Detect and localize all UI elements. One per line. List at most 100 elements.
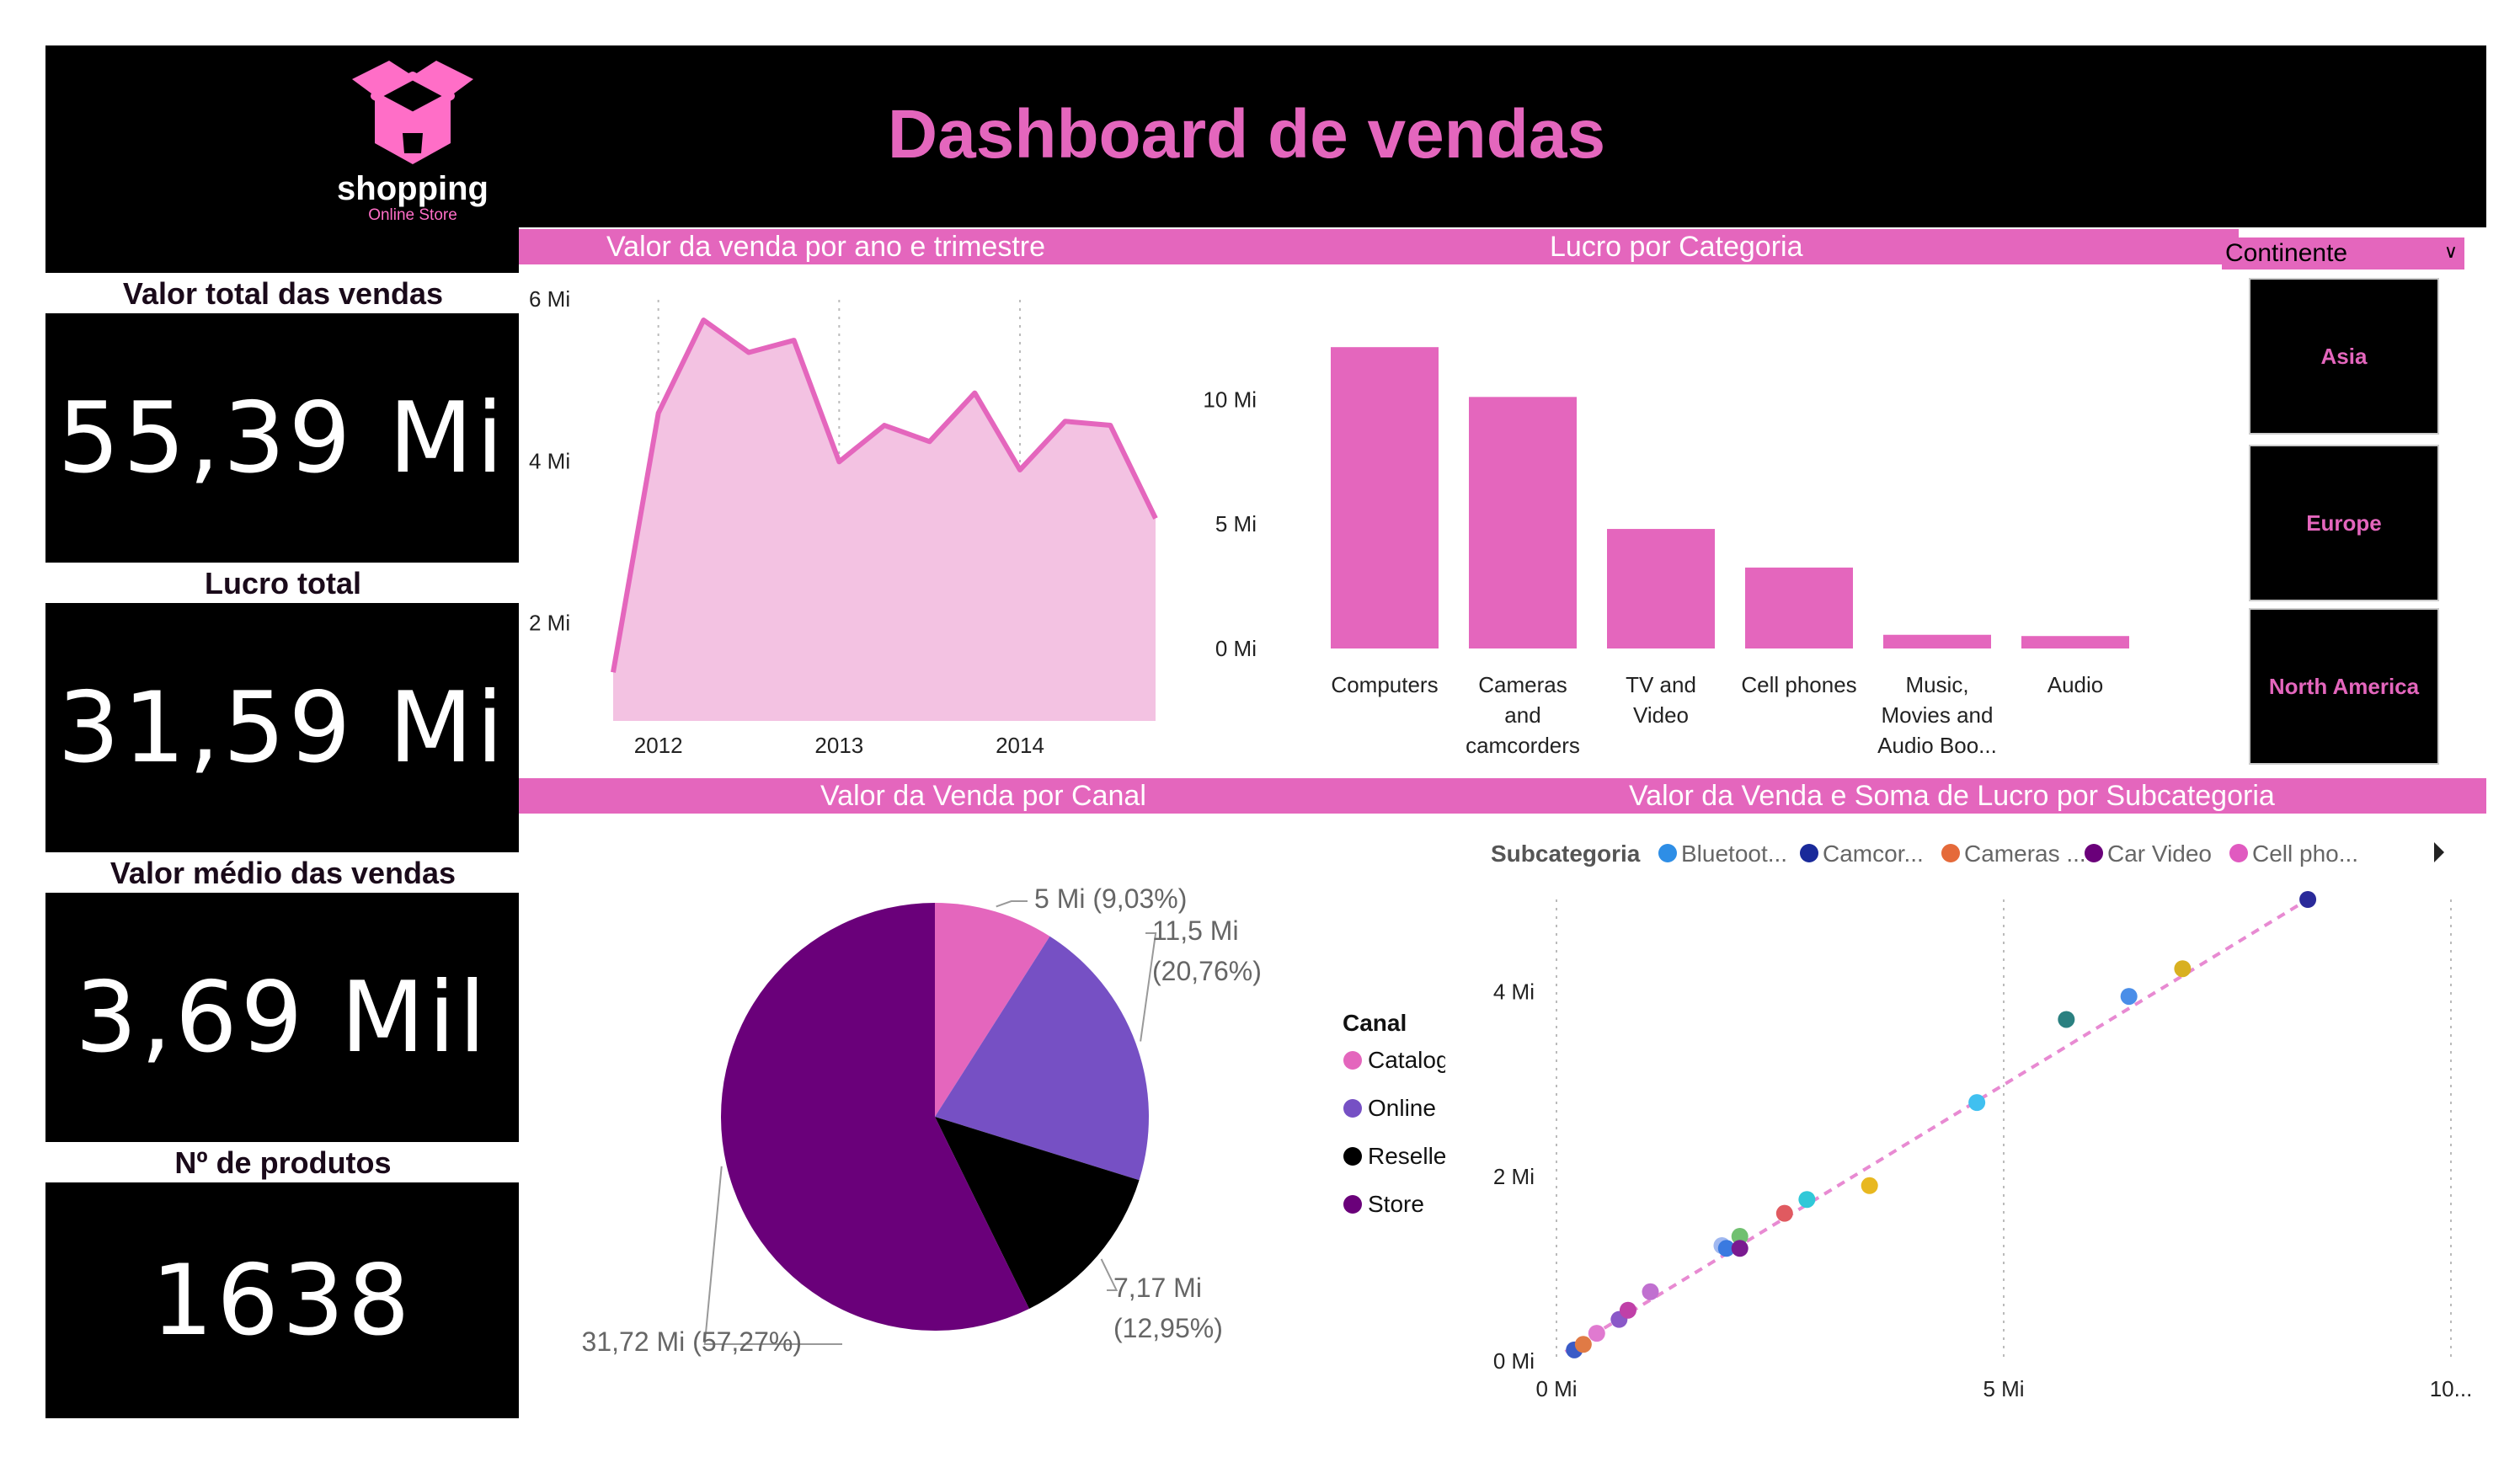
x-tick-label: Cameras [1478, 672, 1567, 697]
legend-label: Catalog [1368, 1047, 1445, 1073]
legend-marker [2229, 844, 2248, 862]
bottom-section-bar: Valor da Venda por Canal Valor da Venda … [519, 778, 2486, 814]
leader-line [1100, 1258, 1119, 1291]
x-tick-label: 2014 [996, 733, 1044, 758]
continent-slicer-label: Continente [2225, 239, 2348, 267]
x-tick-label: camcorders [1466, 733, 1580, 758]
scatter-point [1968, 1094, 1986, 1112]
kpi-total-sales-label: Valor total das vendas [122, 276, 444, 311]
legend-marker [1658, 844, 1677, 862]
scatter-point [2174, 960, 2192, 978]
legend-label: Cell pho... [2252, 841, 2358, 867]
legend-label: Reseller [1368, 1143, 1445, 1169]
data-label: 7,17 Mi [1113, 1273, 1202, 1303]
y-tick-label: 5 Mi [1215, 511, 1257, 536]
kpi-total-sales-value: 55,39 Mi [57, 381, 507, 495]
x-tick-label: 2013 [814, 733, 863, 758]
bar-chart: 0 Mi 5 Mi 10 Mi Computers Cameras and camcorde… [1203, 347, 2129, 758]
x-tick-label: Video [1633, 702, 1689, 728]
kpi-total-sales-card: 55,39 Mi [45, 313, 519, 563]
scatter-point [2058, 1011, 2075, 1028]
x-tick-label: Computers [1331, 672, 1438, 697]
bar [1607, 529, 1715, 648]
legend-label: Store [1368, 1191, 1424, 1217]
scatter-point [1717, 1240, 1735, 1257]
scatter-point [1619, 1301, 1636, 1319]
scatter-point [1731, 1240, 1749, 1257]
bar-chart-title: Lucro por Categoria [1550, 231, 1803, 263]
legend-label: Cameras ... [1964, 841, 2086, 867]
x-tick-label: Movies and [1882, 702, 1994, 728]
kpi-total-profit-card: 31,59 Mi [45, 603, 519, 852]
legend-next-arrow-icon [2434, 842, 2444, 862]
slicer-option-north-america[interactable]: North America [2249, 608, 2439, 765]
leader-line [996, 900, 1028, 908]
y-tick-label: 0 Mi [1493, 1348, 1535, 1374]
leader-line [1140, 932, 1157, 1042]
scatter-point [1861, 1177, 1878, 1194]
scatter-point [1798, 1191, 1816, 1209]
legend-marker [2085, 844, 2103, 862]
continent-slicer-dropdown[interactable]: Continente ∨ [2222, 237, 2464, 270]
y-tick-label: 2 Mi [1493, 1164, 1535, 1189]
y-tick-label: 4 Mi [1493, 979, 1535, 1005]
pie-slice [935, 903, 1050, 1117]
kpi-products-value: 1638 [151, 1243, 414, 1358]
legend-marker [1800, 844, 1818, 862]
pie-slice [935, 1117, 1140, 1309]
legend-marker [1343, 1051, 1362, 1070]
slicer-option-europe[interactable]: Europe [2249, 445, 2439, 601]
series-line [611, 318, 1158, 673]
legend-label: Bluetoot... [1681, 841, 1787, 867]
legend-marker [1343, 1195, 1362, 1214]
legend-title: Subcategoria [1491, 841, 1641, 867]
kpi-total-profit-value: 31,59 Mi [57, 670, 507, 785]
x-tick-label: and [1504, 702, 1540, 728]
kpi-total-profit-label: Lucro total [205, 566, 361, 600]
scatter-point [1574, 1336, 1592, 1353]
page-title: Dashboard de vendas [887, 96, 1606, 173]
chevron-down-icon: ∨ [2443, 241, 2458, 262]
leader-line [703, 1166, 842, 1345]
scatter-point [2120, 988, 2138, 1006]
scatter-point [1775, 1204, 1793, 1222]
area-chart-title: Valor da venda por ano e trimestre [606, 231, 1045, 263]
scatter-chart: Subcategoria Bluetoot... Camcor... Cameras … [1491, 841, 2473, 1401]
legend-label: Online [1368, 1095, 1436, 1121]
pie-chart-title: Valor da Venda por Canal [820, 780, 1146, 812]
x-tick-label: 5 Mi [1983, 1376, 2024, 1401]
y-tick-label: 6 Mi [529, 286, 570, 312]
slicer-option-asia[interactable]: Asia [2249, 278, 2439, 435]
bar [1469, 397, 1577, 648]
legend-label: Camcor... [1823, 841, 1924, 867]
legend-marker [1941, 844, 1960, 862]
legend-title: Canal [1343, 1010, 1407, 1036]
y-tick-label: 2 Mi [529, 611, 570, 636]
scatter-point [1588, 1325, 1605, 1342]
data-label: 5 Mi (9,03%) [1034, 883, 1187, 914]
bar [1883, 634, 1991, 648]
scatter-chart-title: Valor da Venda e Soma de Lucro por Subca… [1629, 780, 2275, 812]
pie-chart: 5 Mi (9,03%)11,5 Mi (20,76%) 7,17 Mi (12,95… [582, 883, 1445, 1357]
top-section-bar: Valor da venda por ano e trimestre Lucro… [519, 229, 2239, 264]
box-icon [352, 61, 473, 164]
area-chart: 2 Mi 4 Mi 6 Mi 2012 2013 2014 [529, 286, 1158, 758]
x-tick-label: TV and [1626, 672, 1696, 697]
bar [1331, 347, 1439, 648]
x-tick-label: Audio [2048, 672, 2104, 697]
kpi-avg-sales-value: 3,69 Mil [75, 960, 489, 1075]
x-tick-label: 2012 [634, 733, 683, 758]
kpi-products-card: 1638 [45, 1182, 519, 1418]
legend-marker [1343, 1147, 1362, 1166]
y-tick-label: 0 Mi [1215, 636, 1257, 661]
data-label: (12,95%) [1113, 1313, 1223, 1343]
x-tick-label: 10... [2430, 1376, 2473, 1401]
shopping-logo: shopping Online Store [337, 51, 489, 236]
legend-label: Car Video [2107, 841, 2212, 867]
y-tick-label: 4 Mi [529, 448, 570, 473]
y-tick-label: 10 Mi [1203, 387, 1257, 412]
x-tick-label: Cell phones [1741, 672, 1856, 697]
pie-slice [720, 903, 1029, 1331]
logo-sub: Online Store [368, 206, 457, 224]
kpi-products-label: Nº de produtos [174, 1145, 392, 1180]
